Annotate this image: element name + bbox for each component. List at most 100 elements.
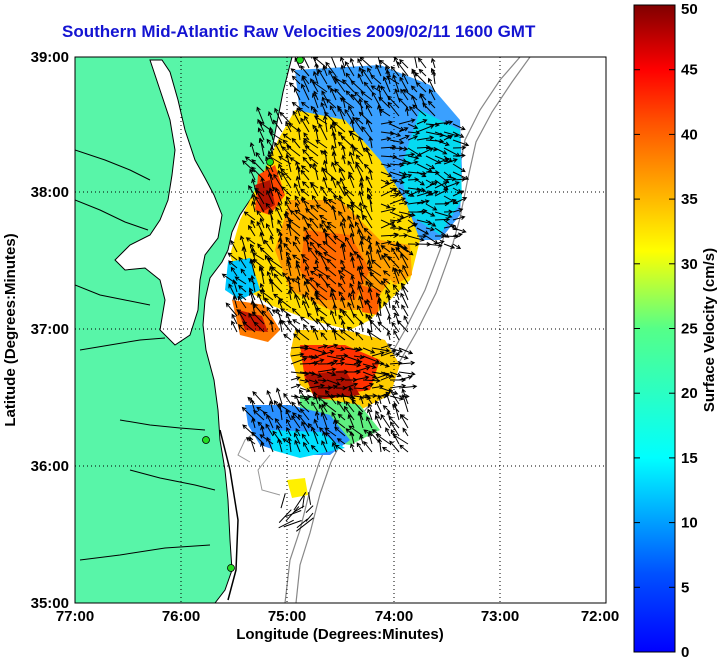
velocity-arrow (232, 295, 238, 309)
velocity-arrow (251, 431, 265, 445)
velocity-arrow (299, 387, 311, 393)
velocity-arrow (251, 252, 265, 261)
velocity-arrow (347, 160, 355, 173)
velocity-arrow (290, 383, 301, 389)
velocity-arrow (294, 209, 310, 221)
velocity-arrow (367, 402, 373, 413)
velocity-arrow (287, 289, 293, 301)
velocity-arrow (317, 349, 335, 357)
velocity-arrow (452, 177, 467, 182)
velocity-arrow (251, 200, 256, 213)
velocity-arrow (324, 427, 337, 437)
velocity-arrow (327, 198, 337, 205)
velocity-arrow (297, 401, 310, 413)
map-title: Southern Mid-Atlantic Raw Velocities 200… (62, 22, 536, 41)
velocity-arrow (386, 330, 392, 341)
velocity-arrow (318, 403, 328, 421)
velocity-arrow (308, 383, 326, 389)
velocity-arrow (434, 139, 450, 147)
velocity-arrow (257, 292, 265, 309)
velocity-arrow (398, 174, 413, 181)
velocity-arrow (443, 224, 457, 229)
velocity-arrow (308, 354, 320, 360)
x-tick-label: 76:00 (162, 608, 200, 625)
velocity-arrow (308, 347, 327, 355)
velocity-arrow (326, 258, 337, 269)
velocity-arrow (260, 425, 265, 437)
velocity-arrow (380, 240, 393, 245)
velocity-arrow (344, 236, 355, 253)
velocity-arrow (271, 266, 283, 277)
velocity-arrow (285, 409, 292, 421)
velocity-arrow (293, 87, 301, 101)
velocity-arrow (285, 121, 292, 133)
velocity-arrow (362, 382, 375, 389)
velocity-arrow (293, 432, 301, 445)
velocity-arrow (268, 400, 274, 413)
velocity-arrow (334, 444, 346, 453)
velocity-arrow (259, 266, 265, 285)
velocity-arrow (367, 287, 373, 301)
velocity-arrow (250, 219, 256, 229)
velocity-arrow (355, 331, 364, 341)
velocity-arrow (285, 236, 292, 245)
velocity-arrow (305, 208, 319, 221)
velocity-arrow (293, 333, 301, 341)
velocity-arrow (416, 208, 428, 214)
velocity-arrow (398, 233, 409, 238)
velocity-arrow (256, 106, 265, 125)
velocity-arrow (242, 321, 256, 333)
velocity-arrow (308, 358, 325, 365)
velocity-arrow (388, 388, 400, 405)
velocity-arrow (352, 116, 364, 133)
velocity-arrow (400, 282, 409, 293)
velocity-arrow (317, 367, 337, 373)
velocity-arrow (443, 198, 457, 205)
velocity-arrow (400, 292, 409, 309)
velocity-arrow (291, 401, 301, 413)
velocity-arrow (386, 293, 391, 309)
velocity-arrow (281, 146, 292, 157)
velocity-arrow (434, 147, 448, 155)
velocity-arrow (366, 416, 373, 429)
velocity-arrow (291, 101, 301, 109)
velocity-arrow (392, 304, 400, 317)
velocity-arrow (347, 292, 355, 309)
velocity-arrow (403, 315, 409, 325)
velocity-arrow (243, 211, 256, 221)
velocity-arrow (400, 88, 409, 101)
velocity-arrow (389, 232, 399, 238)
velocity-arrow (291, 75, 301, 85)
velocity-arrow (385, 392, 391, 405)
velocity-arrow (288, 82, 301, 93)
velocity-arrow (358, 66, 364, 77)
velocity-arrow (256, 210, 265, 221)
velocity-arrow (253, 321, 265, 333)
velocity-arrow (293, 182, 301, 197)
velocity-arrow (266, 138, 274, 149)
velocity-arrow (331, 204, 337, 221)
velocity-arrow (238, 285, 247, 293)
velocity-arrow (237, 295, 247, 309)
velocity-arrow (452, 145, 467, 151)
velocity-arrow (398, 146, 409, 152)
velocity-arrow (377, 437, 383, 453)
velocity-arrow (299, 316, 310, 325)
velocity-arrow (350, 143, 355, 157)
velocity-arrow (341, 145, 346, 157)
velocity-arrow (452, 131, 465, 138)
velocity-arrow (304, 265, 310, 277)
velocity-arrow (295, 202, 301, 213)
velocity-arrow (325, 431, 337, 445)
velocity-arrow (303, 132, 310, 141)
velocity-arrow (280, 308, 292, 317)
velocity-arrow (387, 314, 392, 325)
velocity-arrow (371, 384, 384, 390)
x-tick-label: 74:00 (375, 608, 413, 625)
velocity-arrow (302, 156, 310, 165)
velocity-arrow (344, 61, 355, 77)
velocity-arrow (320, 185, 328, 197)
velocity-arrow (300, 165, 310, 173)
colorbar-tick-label: 50 (681, 1, 698, 18)
velocity-arrow (315, 139, 328, 149)
